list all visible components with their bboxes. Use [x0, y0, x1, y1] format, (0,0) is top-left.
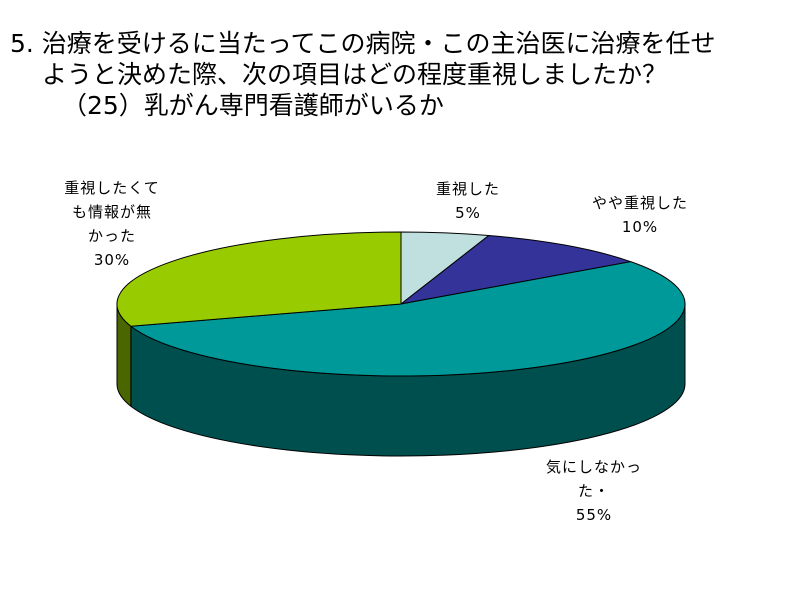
slice-pct-label: 55% — [576, 506, 612, 524]
chart-title: 5. 治療を受けるに当たってこの病院・この主治医に治療を任せ ようと決めた際、次… — [10, 28, 790, 121]
slice-category-label: 重視したくて — [64, 179, 160, 197]
slice-category-label: も情報が無 — [72, 203, 152, 221]
slice-pct-label: 30% — [94, 251, 130, 269]
slice-pct-label: 5% — [455, 204, 481, 222]
slice-category-label: た・ — [578, 482, 610, 500]
slice-category-label: やや重視した — [592, 194, 688, 212]
pie-slice-3 — [116, 231, 402, 327]
chart-title-line-1: 5. 治療を受けるに当たってこの病院・この主治医に治療を任せ — [10, 29, 716, 58]
slice-pct-label: 10% — [622, 218, 658, 236]
pie-slice-2 — [129, 261, 686, 377]
slice-label-0: 重視した 5% — [436, 180, 500, 222]
pie-slices — [116, 231, 686, 377]
slice-label-1: やや重視した 10% — [592, 194, 688, 236]
chart-title-line-2: ようと決めた際、次の項目はどの程度重視しましたか？ — [42, 60, 668, 89]
slice-category-label: 重視した — [436, 180, 500, 198]
slice-category-label: 気にしなかっ — [546, 458, 642, 476]
pie-slice-1 — [400, 235, 633, 305]
slice-category-label: かった — [88, 227, 136, 245]
chart-title-line-3: （25）乳がん専門看護師がいるか — [62, 91, 444, 120]
